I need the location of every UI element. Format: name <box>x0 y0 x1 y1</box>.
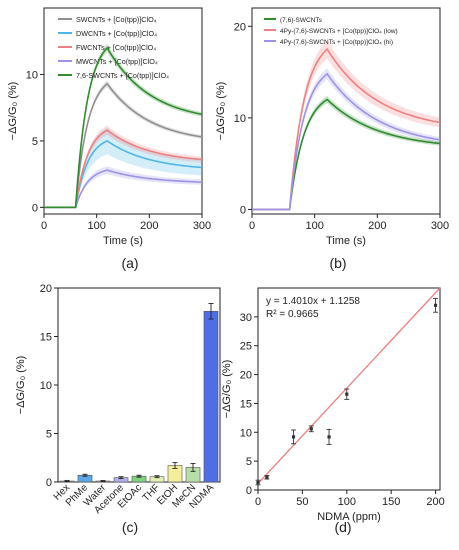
y-axis-label: −ΔG/G₀ (%) <box>7 82 19 141</box>
x-tick-label: 0 <box>249 220 255 232</box>
x-tick-label: 0 <box>41 220 47 232</box>
y-tick-label: 0 <box>46 477 52 489</box>
series-band-1 <box>252 40 440 210</box>
y-tick-label: 0 <box>246 485 252 497</box>
plot-frame <box>257 287 441 491</box>
legend-label-0: (7,6)-SWCNTs <box>280 17 323 24</box>
y-tick-label: 10 <box>40 380 52 392</box>
panel-label: (b) <box>329 255 346 271</box>
legend-label-2: 4Py-(7,6)-SWCNTs + [Co(tpp)]ClO₄ (hi) <box>280 39 393 46</box>
data-point-2 <box>291 435 296 439</box>
panel-label: (d) <box>334 519 351 535</box>
fit-line <box>257 287 441 484</box>
x-axis-label: Time (s) <box>326 235 366 247</box>
y-tick-label: 25 <box>240 341 252 353</box>
data-point-3 <box>309 427 313 431</box>
legend-label-1: 4Py-(7,6)-SWCNTs + [Co(tpp)]ClO₄ (low) <box>280 28 398 35</box>
series-band-2 <box>44 125 202 208</box>
y-tick-label: 20 <box>40 283 52 295</box>
x-axis-label: Time (s) <box>103 235 143 247</box>
x-tick-label: 50 <box>296 496 308 508</box>
y-axis-label: −ΔG/G₀ (%) <box>15 356 27 415</box>
x-tick-label: 100 <box>87 220 105 232</box>
legend-label-1: DWCNTs + [Co(tpp)]ClO₄ <box>76 29 157 38</box>
x-tick-label: 100 <box>305 220 323 232</box>
y-tick-label: 0 <box>32 202 38 214</box>
x-tick-label: 100 <box>338 496 356 508</box>
y-tick-label: 10 <box>26 69 38 81</box>
x-tick-label: 200 <box>368 220 386 232</box>
y-tick-label: 30 <box>240 312 252 324</box>
data-point-6 <box>433 303 438 307</box>
x-tick-label: 0 <box>255 496 261 508</box>
y-tick-label: 5 <box>32 136 38 148</box>
plot-frame <box>57 287 221 483</box>
plot-frame <box>43 7 203 215</box>
panel-a: 0 100 200 300 0 5 10 Time (s) −ΔG/G₀ (%) SWCNTs +… <box>7 7 211 271</box>
series-band-1 <box>44 127 202 208</box>
data-point-5 <box>345 392 349 396</box>
x-tick-label: 300 <box>431 220 449 232</box>
series-line-2 <box>252 72 441 211</box>
y-tick-label: 20 <box>240 370 252 382</box>
x-tick-label: 200 <box>426 496 444 508</box>
y-tick-label: 15 <box>40 332 52 344</box>
legend-label-4: 7,6-SWCNTs + [Co(tpp)]ClO₄ <box>76 71 169 80</box>
data-point-1 <box>265 475 269 479</box>
y-tick-label: 0 <box>240 204 246 216</box>
panel-b: 0 100 200 300 0 10 20 Time (s) −ΔG/G₀ (%) (7,6)-S… <box>215 7 449 271</box>
bar-NDMA <box>203 310 219 483</box>
x-tick-label: 150 <box>382 496 400 508</box>
y-tick-label: 5 <box>46 429 52 441</box>
y-tick-label: 10 <box>240 427 252 439</box>
panel-label: (a) <box>121 255 138 271</box>
y-axis-label: −ΔG/G₀ (%) <box>215 82 227 141</box>
panel-d: 0 50 100 150 200 0 5 10 15 20 25 30 NDMA (ppm) −ΔG/G₀… <box>221 287 445 535</box>
y-tick-label: 5 <box>246 456 252 468</box>
legend-label-2: FWCNTs + [Co(tpp)]ClO₄ <box>76 43 156 52</box>
x-axis-label: NDMA (ppm) <box>317 511 381 523</box>
data-point-4 <box>327 435 331 439</box>
x-tick-label: 300 <box>193 220 211 232</box>
y-tick-label: 10 <box>234 113 246 125</box>
y-tick-label: 20 <box>234 21 246 33</box>
series-line-4 <box>44 46 203 209</box>
legend-label-3: MWCNTs + [Co(tpp)]ClO₄ <box>76 57 158 66</box>
plot-frame <box>251 7 441 215</box>
fit-annotation: R² = 0.9665 <box>266 309 319 320</box>
x-tick-label: 200 <box>140 220 158 232</box>
data-point-0 <box>256 480 260 485</box>
legend-label-0: SWCNTs + [Co(tpp)]ClO₄ <box>76 15 157 24</box>
y-tick-label: 15 <box>240 398 252 410</box>
y-axis-label: −ΔG/G₀ (%) <box>221 360 233 419</box>
fit-annotation: y = 1.4010x + 1.1258 <box>266 296 360 307</box>
panel-label: (c) <box>122 519 138 535</box>
